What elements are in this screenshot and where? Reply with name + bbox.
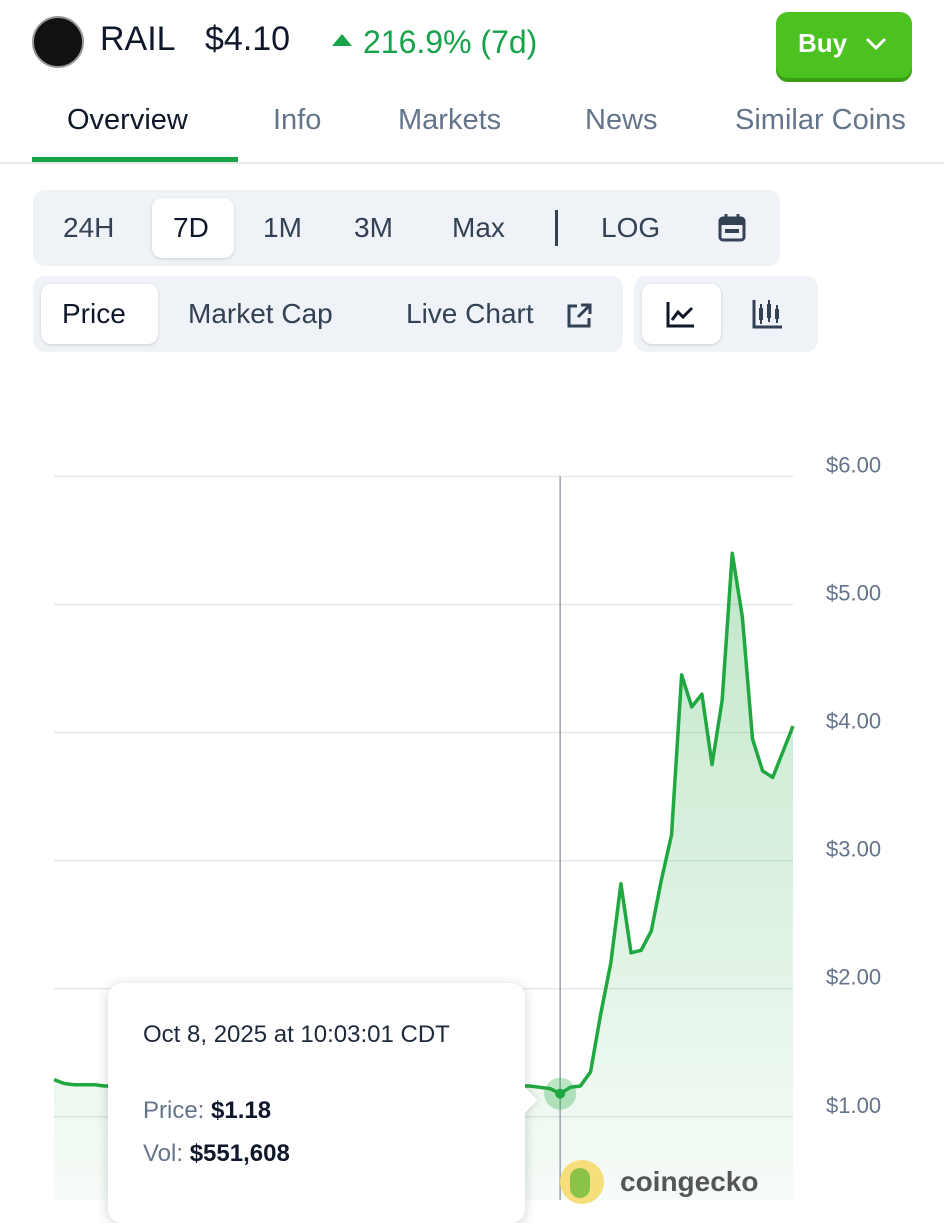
buy-label: Buy: [798, 28, 848, 58]
range-button[interactable]: Max: [452, 212, 505, 243]
tab-underline: [32, 157, 238, 162]
y-tick-label: $4.00: [826, 709, 881, 734]
tab[interactable]: News: [585, 104, 658, 136]
range-button[interactable]: 1M: [263, 212, 302, 243]
view-button[interactable]: Market Cap: [188, 298, 333, 329]
buy-button[interactable]: Buy: [776, 12, 912, 78]
selected-bg: [41, 284, 158, 344]
tooltip: Oct 8, 2025 at 10:03:01 CDT Price: $1.18…: [108, 983, 538, 1223]
y-tick-label: $3.00: [826, 837, 881, 862]
tooltip-price: Price: $1.18: [143, 1097, 271, 1125]
view-button[interactable]: Live Chart: [406, 298, 534, 329]
range-button[interactable]: 24H: [63, 212, 115, 243]
range-group: 24H 7D 1M 3M Max LOG: [33, 190, 780, 266]
tab[interactable]: Markets: [398, 104, 502, 136]
y-tick-label: $1.00: [826, 1093, 881, 1118]
tab[interactable]: Overview: [67, 104, 188, 136]
tab[interactable]: Info: [273, 104, 322, 136]
view-button[interactable]: Price: [62, 298, 126, 329]
label: Price:: [143, 1097, 205, 1124]
y-tick-label: $2.00: [826, 965, 881, 990]
coin-symbol: RAIL: [100, 20, 176, 58]
gecko-logo: [560, 1160, 604, 1204]
range-button[interactable]: 7D: [173, 212, 209, 243]
coin-price: $4.10: [205, 20, 291, 58]
tab[interactable]: Similar Coins: [735, 104, 906, 136]
separator: [0, 162, 944, 164]
y-tick-label: $6.00: [826, 452, 881, 477]
chart-type-group: [634, 276, 818, 352]
value: $1.18: [211, 1097, 272, 1124]
highlight-point: [555, 1088, 566, 1099]
candle-icon[interactable]: [752, 298, 784, 330]
up-arrow: [332, 34, 352, 46]
external-link-icon: [567, 303, 592, 328]
divider: [555, 210, 558, 246]
watermark: coingecko: [620, 1166, 759, 1197]
calendar-icon[interactable]: [718, 213, 746, 243]
y-tick-label: $5.00: [826, 580, 881, 605]
selected-bg: [152, 198, 234, 258]
view-group: Price Market Cap Live Chart: [33, 276, 623, 352]
value: $551,608: [189, 1140, 290, 1167]
label: Vol:: [143, 1140, 184, 1167]
chevron: [865, 37, 887, 51]
line-icon: [666, 302, 694, 328]
tooltip-date: Oct 8, 2025 at 10:03:01 CDT: [143, 1021, 450, 1048]
coin-logo: [32, 16, 84, 68]
area: [54, 553, 793, 1200]
price-change: 216.9% (7d): [363, 24, 538, 60]
range-button[interactable]: 3M: [354, 212, 393, 243]
tooltip-vol: Vol: $551,608: [143, 1140, 290, 1168]
log-button[interactable]: LOG: [601, 212, 661, 243]
